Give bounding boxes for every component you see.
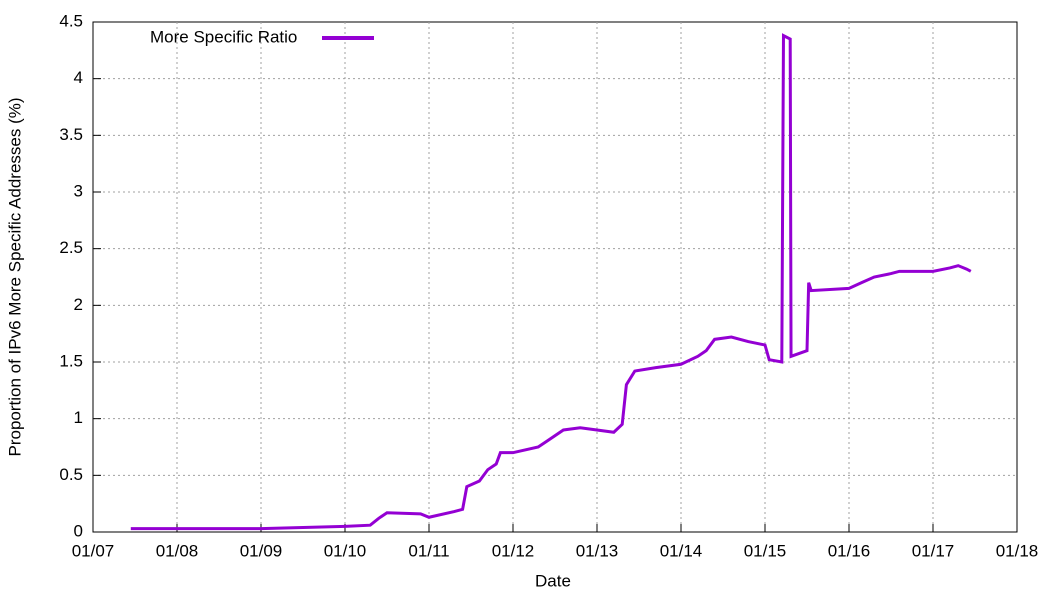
y-axis-label: Proportion of IPv6 More Specific Address… xyxy=(5,97,24,456)
x-tick-label: 01/08 xyxy=(156,541,199,560)
y-tick-label: 4 xyxy=(74,68,83,87)
x-tick-label: 01/11 xyxy=(408,541,449,560)
y-tick-label: 1 xyxy=(74,408,83,427)
plot-frame xyxy=(92,21,1018,533)
legend-label: More Specific Ratio xyxy=(150,27,297,46)
x-tick-label: 01/07 xyxy=(72,541,115,560)
data-line xyxy=(130,33,972,531)
x-axis-label: Date xyxy=(535,571,571,590)
x-tick-label: 01/18 xyxy=(996,541,1039,560)
y-tick-label: 2 xyxy=(74,295,83,314)
x-tick-label: 01/15 xyxy=(744,541,787,560)
x-tick-label: 01/10 xyxy=(324,541,367,560)
y-tick-label: 3 xyxy=(74,181,83,200)
x-tick-label: 01/09 xyxy=(240,541,283,560)
y-tick-label: 4.5 xyxy=(59,11,83,30)
x-tick-label: 01/16 xyxy=(828,541,871,560)
x-tick-label: 01/14 xyxy=(660,541,703,560)
y-tick-label: 2.5 xyxy=(59,238,83,257)
y-tick-label: 0 xyxy=(74,521,83,540)
x-tick-label: 01/12 xyxy=(492,541,535,560)
y-tick-label: 0.5 xyxy=(59,465,83,484)
x-tick-label: 01/17 xyxy=(912,541,955,560)
x-tick-label: 01/13 xyxy=(576,541,619,560)
y-tick-label: 1.5 xyxy=(59,351,83,370)
y-tick-label: 3.5 xyxy=(59,125,83,144)
